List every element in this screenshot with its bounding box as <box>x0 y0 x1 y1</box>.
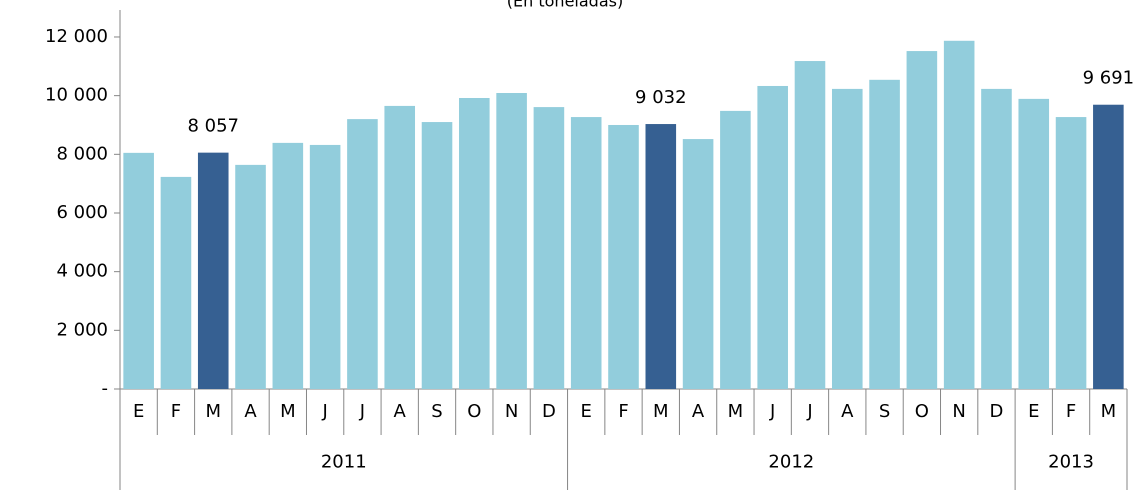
bar <box>1093 104 1124 390</box>
x-tick-label: E <box>1028 401 1039 422</box>
x-tick-label: D <box>990 401 1004 422</box>
x-tick-label: F <box>171 401 181 422</box>
bar <box>1018 98 1050 390</box>
x-tick-label: N <box>505 401 518 422</box>
bar <box>981 88 1012 389</box>
x-tick-label: E <box>581 401 592 422</box>
y-tick-label: 6 000 <box>56 202 108 223</box>
bar <box>421 122 453 389</box>
bar <box>570 117 602 390</box>
value-label: 9 032 <box>635 87 687 108</box>
y-tick-label: 2 000 <box>56 319 108 340</box>
bar <box>682 139 714 389</box>
bar <box>645 124 677 390</box>
y-tick-label: - <box>102 378 109 399</box>
x-tick-label: A <box>841 401 854 422</box>
bar <box>123 152 154 389</box>
y-tick-label: 12 000 <box>45 26 108 47</box>
x-tick-label: F <box>1066 401 1076 422</box>
bar <box>906 51 938 390</box>
bar <box>1055 117 1087 390</box>
bar <box>309 144 341 389</box>
bar <box>943 40 975 389</box>
bar <box>347 119 378 390</box>
bar <box>608 124 639 390</box>
y-tick-label: 4 000 <box>56 261 108 282</box>
bar <box>831 88 863 389</box>
x-tick-label: N <box>952 401 965 422</box>
x-tick-label: S <box>879 401 890 422</box>
x-tick-label: S <box>431 401 442 422</box>
bar <box>757 85 788 389</box>
bar <box>533 107 565 390</box>
y-tick-label: 8 000 <box>56 143 108 164</box>
bar <box>794 61 826 389</box>
value-label: 9 691 <box>1083 68 1135 89</box>
x-tick-label: M <box>205 401 221 422</box>
group-label: 2011 <box>321 452 367 473</box>
bar <box>272 142 304 389</box>
x-tick-label: J <box>806 401 812 422</box>
x-tick-label: E <box>133 401 144 422</box>
y-tick-label: 10 000 <box>45 85 108 106</box>
x-tick-label: M <box>1101 401 1117 422</box>
chart-subtitle: (En toneladas) <box>507 0 623 11</box>
bar <box>869 79 900 390</box>
x-tick-label: J <box>359 401 365 422</box>
bar <box>496 93 527 389</box>
x-tick-label: J <box>769 401 775 422</box>
x-tick-label: D <box>542 401 556 422</box>
x-tick-label: A <box>394 401 407 422</box>
x-tick-label: J <box>321 401 327 422</box>
group-label: 2012 <box>768 452 814 473</box>
bar <box>384 105 416 390</box>
x-tick-label: M <box>728 401 744 422</box>
bar <box>160 176 192 389</box>
bar <box>720 110 751 389</box>
x-tick-label: M <box>653 401 669 422</box>
group-label: 2013 <box>1048 452 1094 473</box>
bar <box>197 152 229 389</box>
x-tick-label: O <box>467 401 481 422</box>
bar <box>235 164 266 389</box>
value-label: 8 057 <box>187 116 239 137</box>
x-tick-label: O <box>915 401 929 422</box>
x-tick-label: A <box>692 401 705 422</box>
bar <box>459 97 490 390</box>
x-tick-label: M <box>280 401 296 422</box>
x-tick-label: F <box>618 401 628 422</box>
x-tick-label: A <box>244 401 257 422</box>
